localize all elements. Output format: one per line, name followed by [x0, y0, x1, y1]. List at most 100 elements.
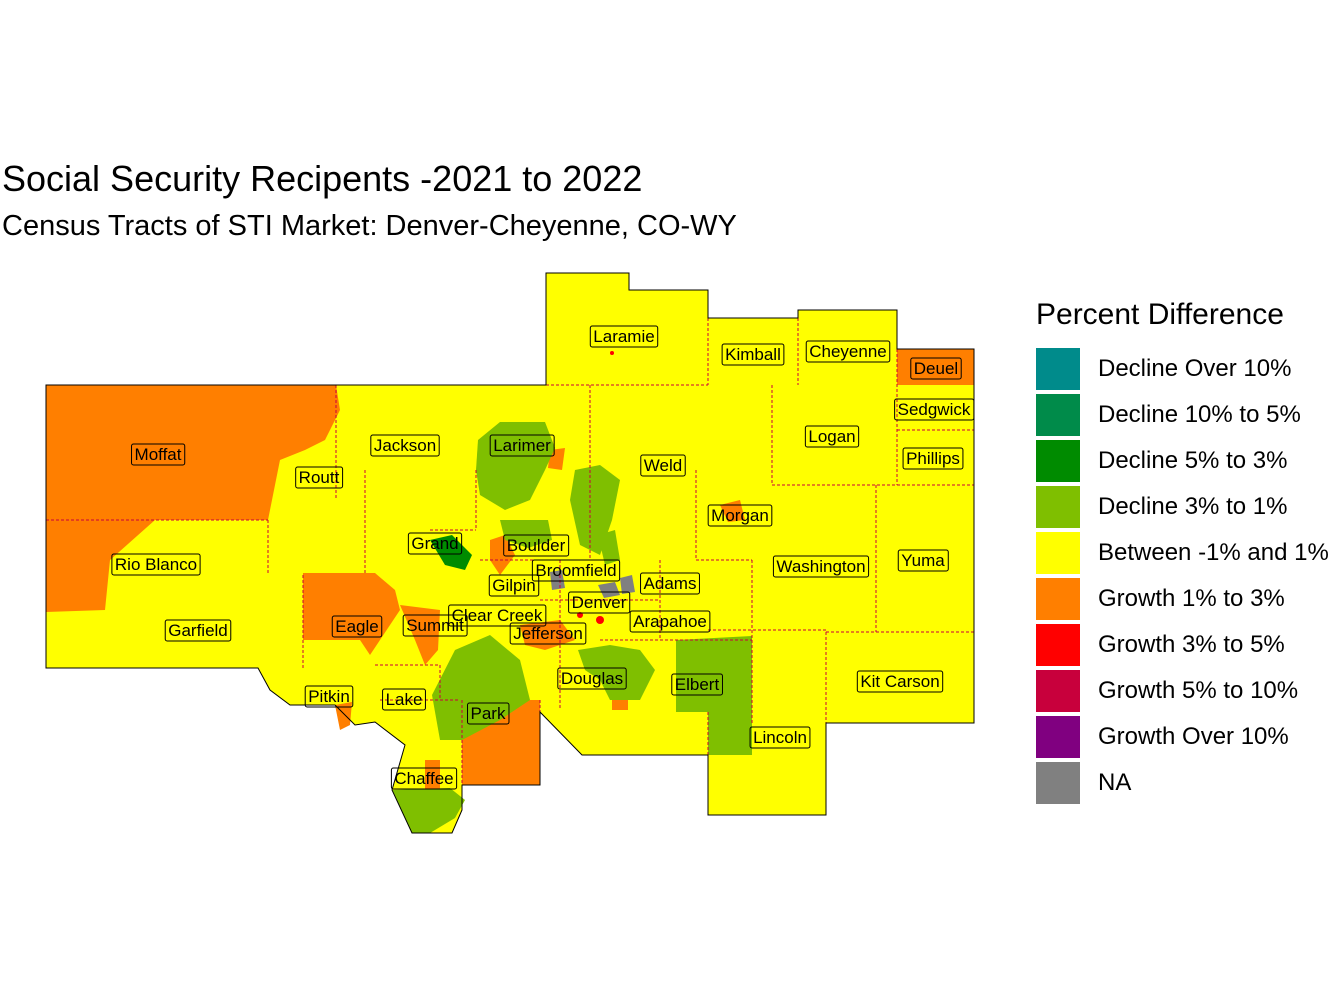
county-label-box — [131, 443, 186, 466]
county-label-box — [331, 615, 383, 638]
legend-swatch — [1036, 394, 1080, 436]
county-label-box — [164, 619, 232, 642]
grand-dark-green-patch — [430, 535, 472, 570]
county-label-text: Kimball — [725, 345, 781, 364]
legend-swatch — [1036, 486, 1080, 528]
county-label-phillips: Phillips — [902, 447, 964, 470]
county-label-box — [805, 340, 891, 363]
county-label-weld: Weld — [640, 454, 686, 477]
chaffee-green-patch — [392, 788, 465, 833]
legend-item: Decline 5% to 3% — [1036, 438, 1342, 484]
county-label-box — [721, 343, 785, 366]
legend-title: Percent Difference — [1036, 298, 1284, 331]
eagle-patch — [303, 573, 400, 655]
legend-label: Growth 1% to 3% — [1098, 585, 1285, 612]
legend-label: Decline 3% to 1% — [1098, 493, 1288, 520]
county-label-box — [897, 549, 949, 572]
county-label-box — [531, 559, 621, 582]
legend-label: Growth 3% to 5% — [1098, 631, 1285, 658]
county-label-box — [295, 466, 344, 489]
county-label-text: Phillips — [906, 449, 960, 468]
county-label-text: Summit — [406, 616, 464, 635]
legend-swatch — [1036, 578, 1080, 620]
legend-label: Growth 5% to 10% — [1098, 677, 1299, 704]
county-label-larimer: Larimer — [489, 434, 555, 457]
county-label-lake: Lake — [382, 688, 426, 711]
decline-3-1-regions — [392, 422, 752, 833]
county-label-text: Douglas — [561, 669, 623, 688]
county-label-garfield: Garfield — [164, 619, 232, 642]
county-label-logan: Logan — [804, 425, 860, 448]
legend-item: Between -1% and 1% — [1036, 530, 1342, 576]
county-label-text: Sedgwick — [898, 400, 971, 419]
county-label-box — [804, 425, 860, 448]
county-label-text: Clear Creek — [452, 606, 543, 625]
county-label-box — [910, 357, 962, 380]
legend-item: Growth Over 10% — [1036, 714, 1342, 760]
county-label-text: Larimer — [493, 436, 551, 455]
county-label-text: Kit Carson — [860, 672, 939, 691]
map-title: Social Security Recipents -2021 to 2022 — [2, 158, 643, 199]
larimer-green-patch — [476, 422, 555, 510]
county-label-park: Park — [467, 702, 510, 725]
county-label-text: Adams — [644, 574, 697, 593]
county-label-box — [629, 610, 711, 633]
county-label-box — [557, 667, 627, 690]
legend-swatch — [1036, 532, 1080, 574]
legend-label: NA — [1098, 769, 1132, 796]
county-label-moffat: Moffat — [131, 443, 186, 466]
choropleth-map: Laramie Kimball Cheyenne Deuel Sedgwick Moffa… — [45, 272, 975, 834]
county-label-routt: Routt — [295, 466, 344, 489]
county-label-laramie: Laramie — [589, 325, 659, 348]
county-label-box — [390, 767, 458, 790]
legend-label: Growth Over 10% — [1098, 723, 1289, 750]
county-label-text: Jackson — [374, 436, 436, 455]
county-label-gilpin: Gilpin — [488, 574, 540, 597]
legend-swatch — [1036, 762, 1080, 804]
county-label-adams: Adams — [640, 572, 700, 595]
county-label-morgan: Morgan — [707, 504, 773, 527]
decline-5-3-regions — [430, 535, 472, 570]
legend-items: Decline Over 10% Decline 10% to 5% Decline… — [1036, 346, 1342, 806]
county-label-box — [589, 325, 659, 348]
na-regions — [550, 570, 635, 598]
county-label-summit: Summit — [402, 614, 468, 637]
county-label-box — [407, 532, 463, 555]
boulder-patch — [490, 535, 515, 575]
county-label-text: Lake — [386, 690, 423, 709]
legend-swatch — [1036, 348, 1080, 390]
county-labels: Laramie Kimball Cheyenne Deuel Sedgwick Moffa… — [111, 325, 975, 790]
legend-label: Decline Over 10% — [1098, 355, 1292, 382]
county-label-text: Rio Blanco — [115, 555, 197, 574]
county-label-rio-blanco: Rio Blanco — [111, 553, 201, 576]
county-label-text: Morgan — [711, 506, 769, 525]
moffat-patch — [46, 385, 340, 612]
county-label-text: Denver — [572, 593, 627, 612]
county-label-sedgwick: Sedgwick — [894, 398, 975, 421]
county-label-box — [467, 702, 510, 725]
county-label-box — [509, 622, 587, 645]
county-label-kit-carson: Kit Carson — [856, 670, 944, 693]
county-label-text: Cheyenne — [809, 342, 887, 361]
county-label-kimball: Kimball — [721, 343, 785, 366]
legend-swatch — [1036, 624, 1080, 666]
legend-item: NA — [1036, 760, 1342, 806]
county-label-box — [894, 398, 975, 421]
county-label-grand: Grand — [407, 532, 463, 555]
county-label-text: Elbert — [675, 675, 720, 694]
county-label-elbert: Elbert — [671, 673, 723, 696]
county-label-box — [640, 454, 686, 477]
broomfield-na-patch — [550, 570, 565, 590]
county-label-text: Deuel — [914, 359, 958, 378]
legend-item: Growth 3% to 5% — [1036, 622, 1342, 668]
laramie-red-dot — [610, 351, 614, 355]
adams-na-patch — [598, 582, 620, 598]
summit-patch — [400, 605, 440, 665]
county-label-box — [382, 688, 426, 711]
county-label-text: Eagle — [335, 617, 378, 636]
county-label-text: Broomfield — [535, 561, 616, 580]
county-label-box — [402, 614, 468, 637]
county-label-jackson: Jackson — [370, 434, 440, 457]
county-label-text: Gilpin — [492, 576, 535, 595]
county-label-denver: Denver — [568, 591, 631, 614]
